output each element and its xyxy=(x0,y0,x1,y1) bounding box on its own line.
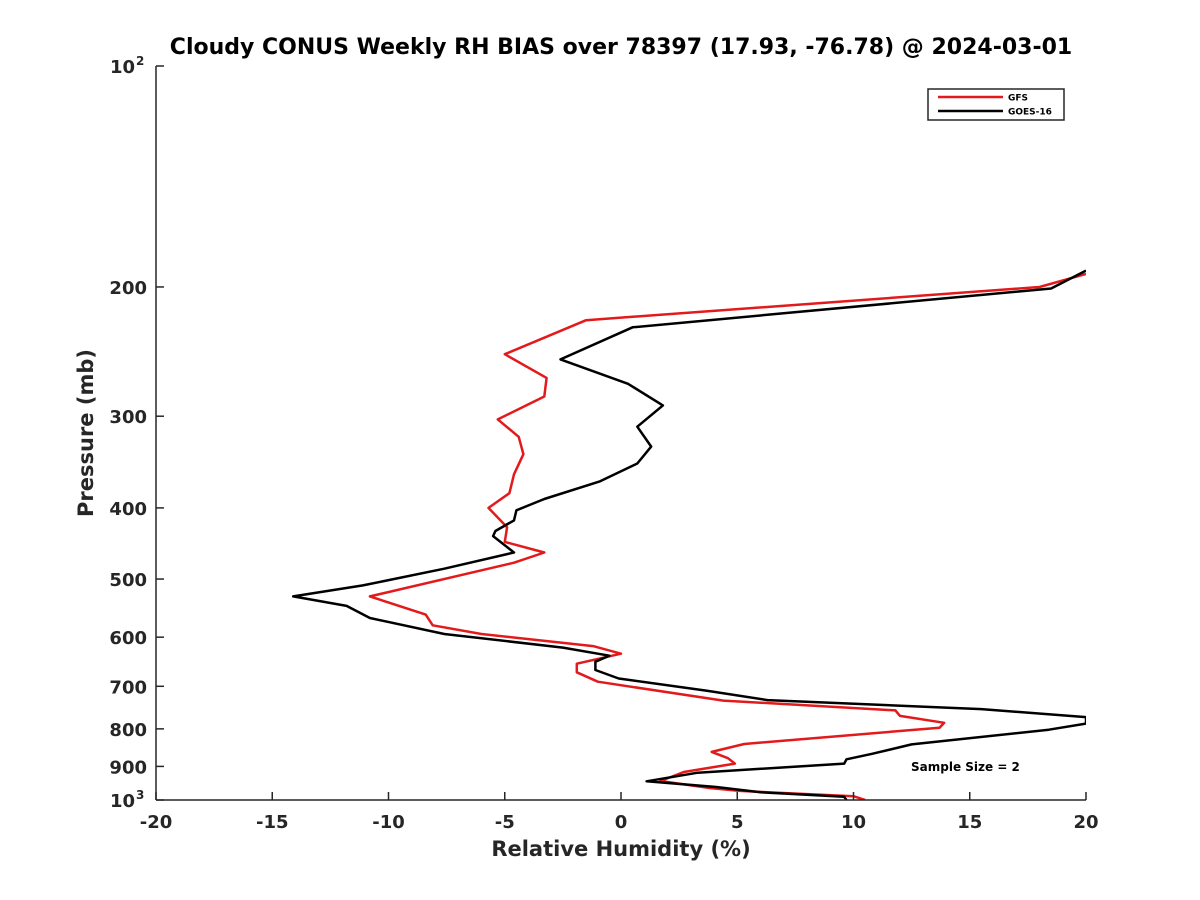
y-tick-label: 700 xyxy=(109,677,147,698)
legend: GFS GOES-16 xyxy=(927,88,1065,121)
y-tick-exponent: 2 xyxy=(136,54,144,68)
y-tick-label: 400 xyxy=(109,499,147,520)
y-tick-label: 900 xyxy=(109,757,147,778)
x-tick-label: -10 xyxy=(372,812,405,833)
y-axis-label: Pressure (mb) xyxy=(74,349,98,517)
x-tick-label: -5 xyxy=(495,812,515,833)
x-tick-label: 15 xyxy=(957,812,982,833)
legend-box xyxy=(927,88,1065,121)
plot-area xyxy=(291,269,1086,800)
y-tick-label: 800 xyxy=(109,720,147,741)
axes xyxy=(155,66,1086,801)
y-tick-label: 600 xyxy=(109,628,147,649)
x-tick-label: 0 xyxy=(615,812,628,833)
legend-label-goes16: GOES-16 xyxy=(1008,108,1052,118)
x-tick-label: 20 xyxy=(1073,812,1098,833)
legend-label-gfs: GFS xyxy=(1008,94,1028,104)
x-axis-label: Relative Humidity (%) xyxy=(491,837,750,861)
x-tick-label: 5 xyxy=(731,812,744,833)
y-tick-exponent: 3 xyxy=(136,788,144,802)
x-tick-label: 10 xyxy=(841,812,866,833)
y-tick-label: 10 xyxy=(110,791,135,812)
y-tick-label: 200 xyxy=(109,278,147,299)
sample-size-annotation: Sample Size = 2 xyxy=(911,760,1020,774)
y-tick-label: 300 xyxy=(109,407,147,428)
series-line-goes16 xyxy=(291,269,1086,800)
y-tick-label: 10 xyxy=(110,57,135,78)
x-tick-label: -20 xyxy=(140,812,173,833)
series-line-gfs xyxy=(368,272,1086,800)
chart-title: Cloudy CONUS Weekly RH BIAS over 78397 (… xyxy=(170,35,1072,60)
x-tick-label: -15 xyxy=(256,812,289,833)
y-tick-label: 500 xyxy=(109,570,147,591)
